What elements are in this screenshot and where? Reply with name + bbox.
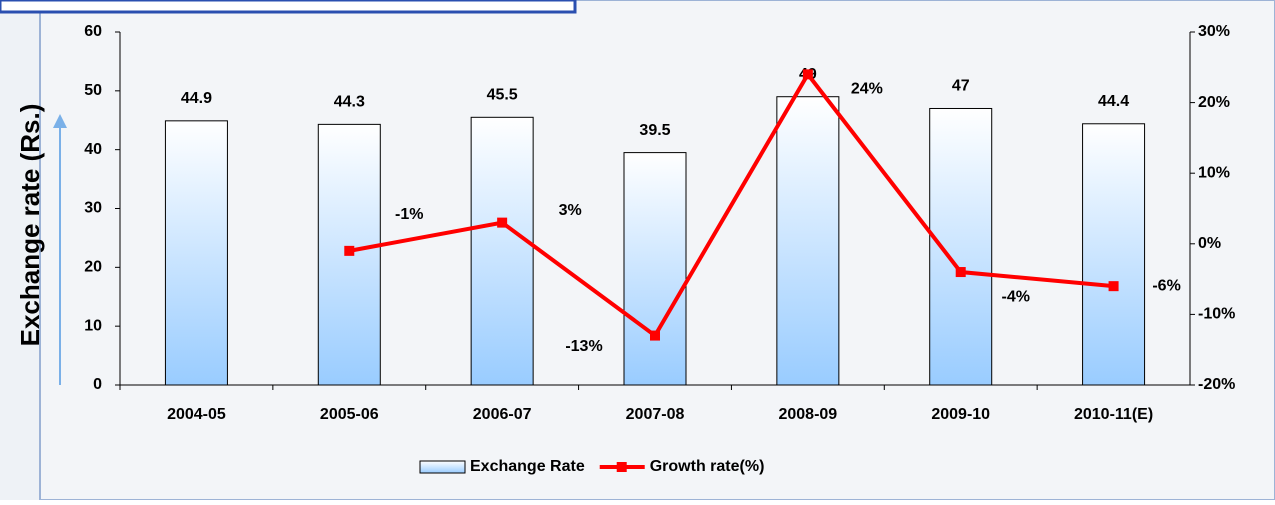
- growth-value-label: -6%: [1152, 277, 1180, 294]
- y2-tick-label: 30%: [1198, 23, 1230, 40]
- legend-label: Exchange Rate: [470, 458, 585, 475]
- y2-tick-label: 0%: [1198, 235, 1221, 252]
- bar-value-label: 47: [952, 78, 970, 95]
- x-tick-label: 2004-05: [167, 406, 226, 423]
- growth-value-label: -13%: [565, 338, 602, 355]
- bar-value-label: 44.9: [181, 90, 212, 107]
- legend-marker: [616, 462, 627, 472]
- y2-tick-label: -20%: [1198, 376, 1235, 393]
- x-tick-label: 2008-09: [778, 406, 837, 423]
- growth-value-label: 24%: [851, 81, 883, 98]
- bar: [776, 96, 840, 386]
- y2-tick-label: 10%: [1198, 164, 1230, 181]
- header-box: [0, 0, 577, 14]
- bar: [470, 116, 534, 386]
- y-tick-label: 50: [84, 82, 102, 99]
- growth-marker: [955, 267, 966, 278]
- growth-value-label: -1%: [395, 206, 423, 223]
- y2-tick-label: 20%: [1198, 94, 1230, 111]
- x-tick-label: 2006-07: [473, 406, 532, 423]
- growth-marker: [1108, 281, 1119, 292]
- x-tick-label: 2007-08: [626, 406, 685, 423]
- bar-value-label: 39.5: [639, 122, 670, 139]
- growth-marker: [802, 69, 813, 80]
- x-tick-label: 2009-10: [931, 406, 990, 423]
- bar-value-label: 44.4: [1098, 93, 1129, 110]
- y-tick-label: 20: [84, 259, 102, 276]
- growth-marker: [650, 330, 660, 341]
- growth-value-label: 3%: [559, 202, 582, 219]
- x-tick-label: 2005-06: [320, 406, 379, 423]
- growth-value-label: -4%: [1001, 288, 1029, 305]
- bar: [623, 152, 687, 386]
- growth-marker: [344, 245, 355, 256]
- legend-label: Growth rate(%): [650, 458, 765, 475]
- growth-line: [348, 70, 1114, 339]
- legend-swatch: [419, 460, 466, 474]
- y-tick-label: 0: [93, 376, 102, 393]
- y-tick-label: 60: [84, 23, 102, 40]
- y-tick-label: 10: [84, 317, 102, 334]
- axis-arrow-head: [53, 114, 67, 128]
- x-tick-label: 2010-11(E): [1074, 406, 1153, 423]
- bar: [1082, 123, 1146, 386]
- y-tick-label: 40: [84, 141, 102, 158]
- bar: [164, 120, 228, 386]
- y-tick-label: 30: [84, 200, 102, 217]
- y2-tick-label: -10%: [1198, 306, 1235, 323]
- bar-value-label: 45.5: [487, 87, 518, 104]
- bar-value-label: 44.3: [334, 94, 365, 111]
- y-axis-title: Exchange rate (Rs.): [15, 104, 45, 347]
- growth-marker: [497, 217, 508, 228]
